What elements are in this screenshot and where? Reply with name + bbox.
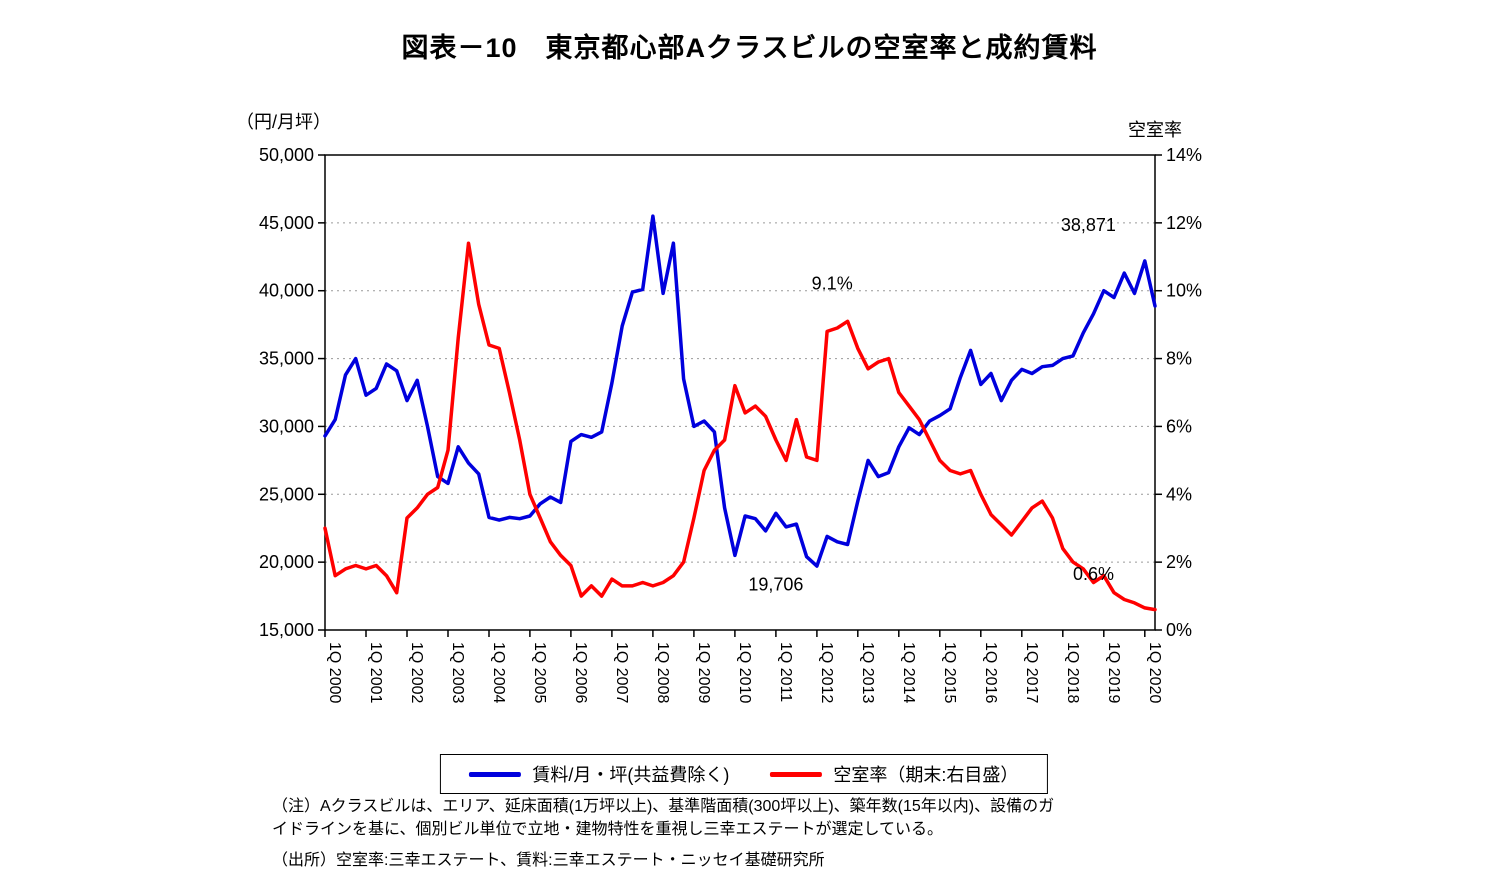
left-axis-unit-label: （円/月坪） [236, 112, 332, 132]
left-tick-label: 20,000 [259, 552, 314, 572]
right-tick-label: 8% [1166, 349, 1192, 369]
left-tick-label: 35,000 [259, 349, 314, 369]
line-chart: 50,000 45,000 40,000 35,000 30,000 25,000 20,0… [259, 145, 1202, 703]
right-tick-label: 6% [1166, 416, 1192, 436]
right-axis-title: 空室率 [1128, 120, 1182, 140]
x-tick-label: 1Q 2012 [818, 642, 835, 703]
x-tick-label: 1Q 2016 [982, 642, 999, 703]
left-tick-label: 25,000 [259, 484, 314, 504]
x-tick-label: 1Q 2003 [449, 642, 466, 703]
right-tick-label: 12% [1166, 213, 1202, 233]
x-tick-label: 1Q 2020 [1146, 642, 1163, 703]
left-tick-label: 45,000 [259, 213, 314, 233]
note-line-1: （注）Aクラスビルは、エリア、延床面積(1万坪以上)、基準階面積(300坪以上)… [272, 798, 1055, 815]
right-tick-label: 2% [1166, 552, 1192, 572]
annotation: 9.1% [812, 273, 853, 293]
series-line-rent [323, 214, 1157, 568]
chart-title: 図表－10 東京都心部Aクラスビルの空室率と成約賃料 [401, 33, 1098, 63]
footnotes: （注）Aクラスビルは、エリア、延床面積(1万坪以上)、基準階面積(300坪以上)… [272, 796, 1054, 873]
annotation: 38,871 [1061, 215, 1116, 235]
right-tick-label: 14% [1166, 145, 1202, 165]
x-tick-label: 1Q 2001 [367, 642, 384, 703]
chart-svg: 50,000 45,000 40,000 35,000 30,000 25,000 20,0… [259, 145, 1202, 703]
x-tick-label: 1Q 2010 [736, 642, 753, 703]
left-tick-label: 40,000 [259, 281, 314, 301]
x-tick-label: 1Q 2007 [613, 642, 630, 703]
x-tick-label: 1Q 2006 [572, 642, 589, 703]
legend: 賃料/月・坪(共益費除く) 空室率（期末:右目盛） [439, 754, 1048, 794]
left-tick-label: 15,000 [259, 620, 314, 640]
x-tick-label: 1Q 2009 [695, 642, 712, 703]
plot-border [324, 154, 1156, 631]
x-tick-label: 1Q 2013 [859, 642, 876, 703]
x-tick-label: 1Q 2005 [531, 642, 548, 703]
left-tick-label: 30,000 [259, 416, 314, 436]
x-tick-label: 1Q 2017 [1023, 642, 1040, 703]
right-tick-label: 0% [1166, 620, 1192, 640]
legend-label-vacancy: 空室率（期末:右目盛） [833, 765, 1019, 785]
legend-item-rent: 賃料/月・坪(共益費除く) [468, 761, 729, 787]
vacancy-line-swatch [769, 771, 822, 777]
rent-line-swatch [468, 771, 521, 777]
legend-label-rent: 賃料/月・坪(共益費除く) [532, 765, 730, 785]
legend-item-vacancy: 空室率（期末:右目盛） [769, 761, 1018, 787]
x-tick-label: 1Q 2015 [941, 642, 958, 703]
source-line: （出所）空室率:三幸エステート、賃料:三幸エステート・ニッセイ基礎研究所 [272, 852, 825, 870]
x-tick-label: 1Q 2018 [1064, 642, 1081, 703]
right-tick-label: 4% [1166, 484, 1192, 504]
annotation: 19,706 [748, 575, 803, 595]
x-tick-label: 1Q 2019 [1105, 642, 1122, 703]
x-tick-label: 1Q 2000 [326, 642, 343, 703]
x-tick-label: 1Q 2011 [777, 642, 794, 702]
annotation: 0.6% [1073, 564, 1114, 584]
x-tick-label: 1Q 2002 [408, 642, 425, 703]
x-tick-label: 1Q 2014 [900, 642, 917, 703]
left-tick-label: 50,000 [259, 145, 314, 165]
series-line-vacancy [323, 241, 1157, 612]
x-tick-label: 1Q 2004 [490, 642, 507, 703]
note-line-2: イドラインを基に、個別ビル単位で立地・建物特性を重視し三幸エステートが選定してい… [272, 820, 944, 838]
x-tick-label: 1Q 2008 [654, 642, 671, 703]
right-tick-label: 10% [1166, 281, 1202, 301]
